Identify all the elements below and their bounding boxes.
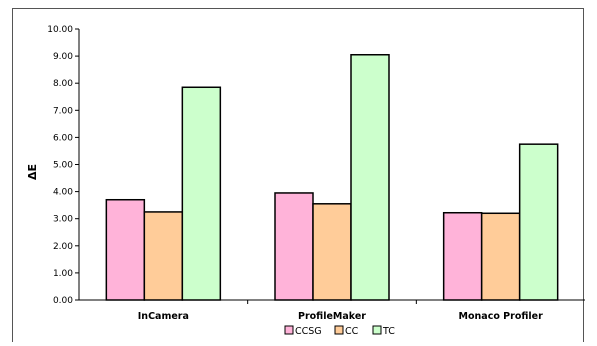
y-tick-label: 6.00	[53, 133, 73, 143]
bar-tc-2	[518, 143, 559, 301]
y-tick-label: 2.00	[53, 242, 73, 252]
legend-label-tc: TC	[382, 326, 395, 337]
y-tick-label: 0.00	[53, 296, 73, 306]
legend-label-ccsg: CCSG	[295, 326, 322, 337]
legend-label-cc: CC	[345, 326, 359, 337]
y-tick-label: 4.00	[53, 188, 73, 198]
bar-ccsg-0	[105, 198, 146, 301]
y-tick-label: 7.00	[53, 106, 73, 116]
y-tick-label: 10.00	[47, 25, 73, 35]
bar-ccsg-1	[274, 192, 314, 301]
bar-tc-0	[181, 86, 222, 301]
bar-ccsg-2	[442, 211, 483, 301]
chart-frame	[12, 8, 584, 342]
category-label: Monaco Profiler	[459, 311, 544, 322]
y-tick-label: 9.00	[53, 52, 73, 62]
y-tick-label: 5.00	[53, 161, 73, 171]
y-tick-label: 1.00	[53, 269, 73, 279]
bar-cc-2	[480, 212, 521, 301]
bar-cc-0	[143, 211, 184, 301]
legend-swatch-tc	[372, 325, 382, 335]
y-axis-label: ΔE	[26, 164, 39, 180]
bar-cc-1	[312, 203, 352, 301]
y-tick-label: 8.00	[53, 79, 73, 89]
bar-tc-1	[350, 53, 390, 301]
category-label: InCamera	[138, 311, 189, 322]
legend-swatch-ccsg	[284, 325, 294, 335]
category-label: ProfileMaker	[298, 311, 366, 322]
legend-swatch-cc	[334, 325, 344, 335]
y-tick-label: 3.00	[53, 215, 73, 225]
